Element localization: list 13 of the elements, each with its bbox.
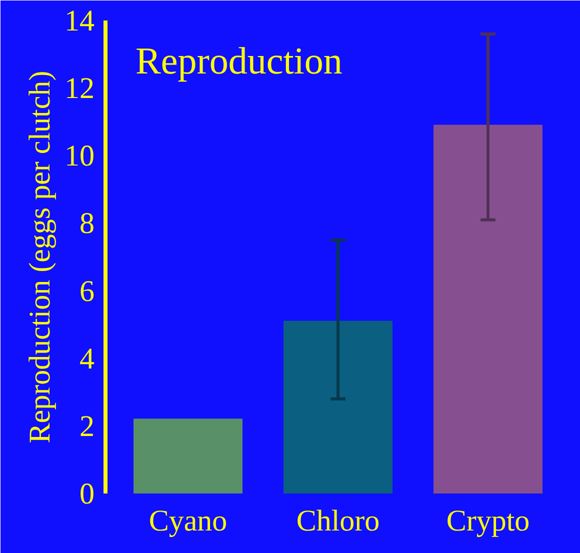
x-tick-label: Crypto: [446, 504, 530, 538]
y-tick-label: 8: [80, 207, 94, 240]
y-tick-label: 14: [64, 4, 94, 38]
y-tick-label: 6: [80, 274, 94, 308]
y-tick-label: 2: [80, 410, 94, 443]
y-tick-label: 12: [64, 72, 94, 106]
y-tick-label: 10: [64, 140, 94, 173]
x-tick-label: Cyano: [148, 504, 228, 538]
x-tick-label: Chloro: [296, 504, 380, 538]
y-tick-label: 4: [80, 342, 94, 376]
y-tick-label: 0: [80, 478, 94, 510]
text: Reproduction: [136, 40, 342, 82]
y-axis-title: Reproduction (eggs per clutch): [24, 70, 56, 444]
